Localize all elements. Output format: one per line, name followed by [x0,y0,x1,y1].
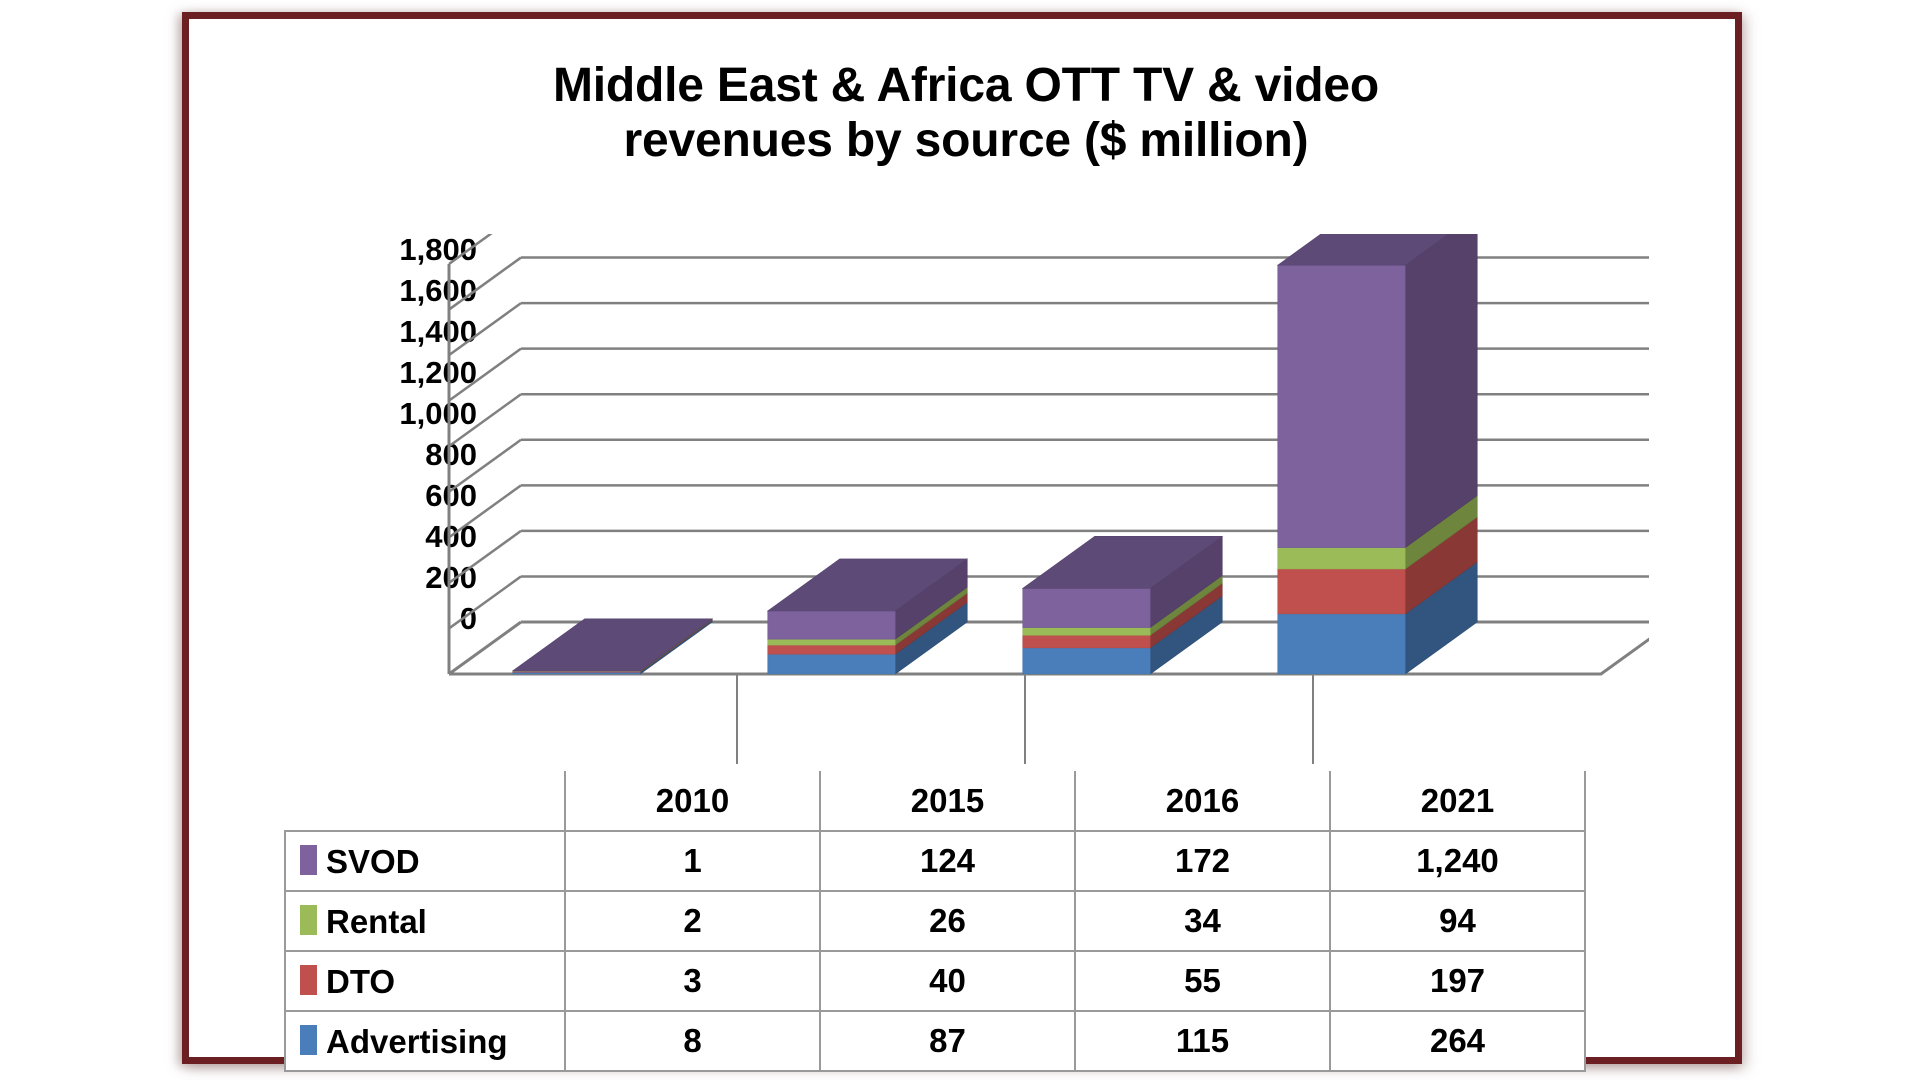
table-header-row: 2010 2015 2016 2021 [285,771,1586,832]
chart-title: Middle East & Africa OTT TV & video reve… [249,59,1683,168]
chart-canvas [447,234,1649,764]
legend-swatch-advertising [300,1024,317,1055]
column-2015 [766,558,969,675]
bar-front-rental-2015 [767,638,896,646]
chart-title-line-1: Middle East & Africa OTT TV & video [552,59,1380,112]
legend-swatch-dto [300,964,317,995]
bar-front-svod-2021 [1277,264,1406,548]
row-label-rental: Rental [326,903,427,941]
table-row: DTO 3 40 55 197 [284,950,1586,1012]
bar-top-svod-2010 [511,618,714,672]
cell-rental-2015: 26 [819,890,1076,952]
table-row: Rental 2 26 34 94 [284,890,1586,952]
y-tick-600: 600 [425,478,477,513]
bar-front-rental-2016 [1022,627,1151,636]
y-tick-1200: 1,200 [399,355,477,390]
chart-frame: Middle East & Africa OTT TV & video reve… [182,12,1742,1072]
y-axis-tick-labels: 1,800 1,600 1,400 1,200 1,000 800 600 40… [317,234,477,764]
bar-front-svod-2016 [1022,588,1151,628]
row-header-advertising: Advertising [284,1010,566,1072]
cell-advertising-2016: 115 [1074,1010,1331,1072]
column-header-2016: 2016 [1075,771,1331,832]
y-tick-1800: 1,800 [399,232,477,267]
table-row: Advertising 8 87 115 264 [284,1010,1586,1072]
bar-top-svod-2016 [1021,536,1224,589]
bar-top-svod-2015 [766,558,969,612]
column-header-2010: 2010 [565,771,821,832]
bar-top-svod-2021 [1276,234,1449,266]
row-label-svod: SVOD [326,843,420,881]
bar-front-svod-2015 [767,610,896,640]
row-label-advertising: Advertising [326,1023,508,1061]
cell-svod-2021: 1,240 [1329,830,1586,892]
row-header-rental: Rental [284,890,566,952]
cell-svod-2015: 124 [819,830,1076,892]
column-header-2015: 2015 [820,771,1076,832]
column-header-2021: 2021 [1330,771,1586,832]
bar-front-advertising-2015 [767,653,896,675]
bar-front-advertising-2021 [1277,613,1406,675]
bar-front-advertising-2016 [1022,647,1151,675]
y-tick-1400: 1,400 [399,314,477,349]
cell-svod-2016: 172 [1074,830,1331,892]
row-header-dto: DTO [284,950,566,1012]
bar-front-dto-2016 [1022,634,1151,649]
cell-svod-2010: 1 [564,830,821,892]
legend-swatch-rental [300,904,317,935]
cell-dto-2021: 197 [1329,950,1586,1012]
table-corner-cell [285,771,566,831]
cell-rental-2010: 2 [564,890,821,952]
bar-front-dto-2015 [767,644,896,655]
cell-advertising-2015: 87 [819,1010,1076,1072]
column-2021 [1276,234,1478,675]
bar-front-dto-2021 [1277,568,1406,615]
row-header-svod: SVOD [284,830,566,892]
row-label-dto: DTO [326,963,396,1001]
y-tick-1000: 1,000 [399,396,477,431]
bar-side-svod-2021 [1404,234,1478,549]
cell-dto-2016: 55 [1074,950,1331,1012]
y-tick-200: 200 [425,560,477,595]
chart-data-table: 2010 2015 2016 2021 SVOD 1 124 172 1,240 [284,771,1586,1072]
cell-rental-2021: 94 [1329,890,1586,952]
bar-front-rental-2021 [1277,547,1406,570]
column-2016 [1021,535,1224,675]
cell-rental-2016: 34 [1074,890,1331,952]
cell-dto-2010: 3 [564,950,821,1012]
table-row: SVOD 1 124 172 1,240 [284,830,1586,892]
cell-advertising-2021: 264 [1329,1010,1586,1072]
legend-swatch-svod [300,844,317,875]
plot-area [269,234,1649,764]
chart-title-line-2: revenues by source ($ million) [623,113,1309,167]
column-2010 [511,618,714,675]
cell-dto-2015: 40 [819,950,1076,1012]
cell-advertising-2010: 8 [564,1010,821,1072]
y-tick-1600: 1,600 [399,273,477,308]
